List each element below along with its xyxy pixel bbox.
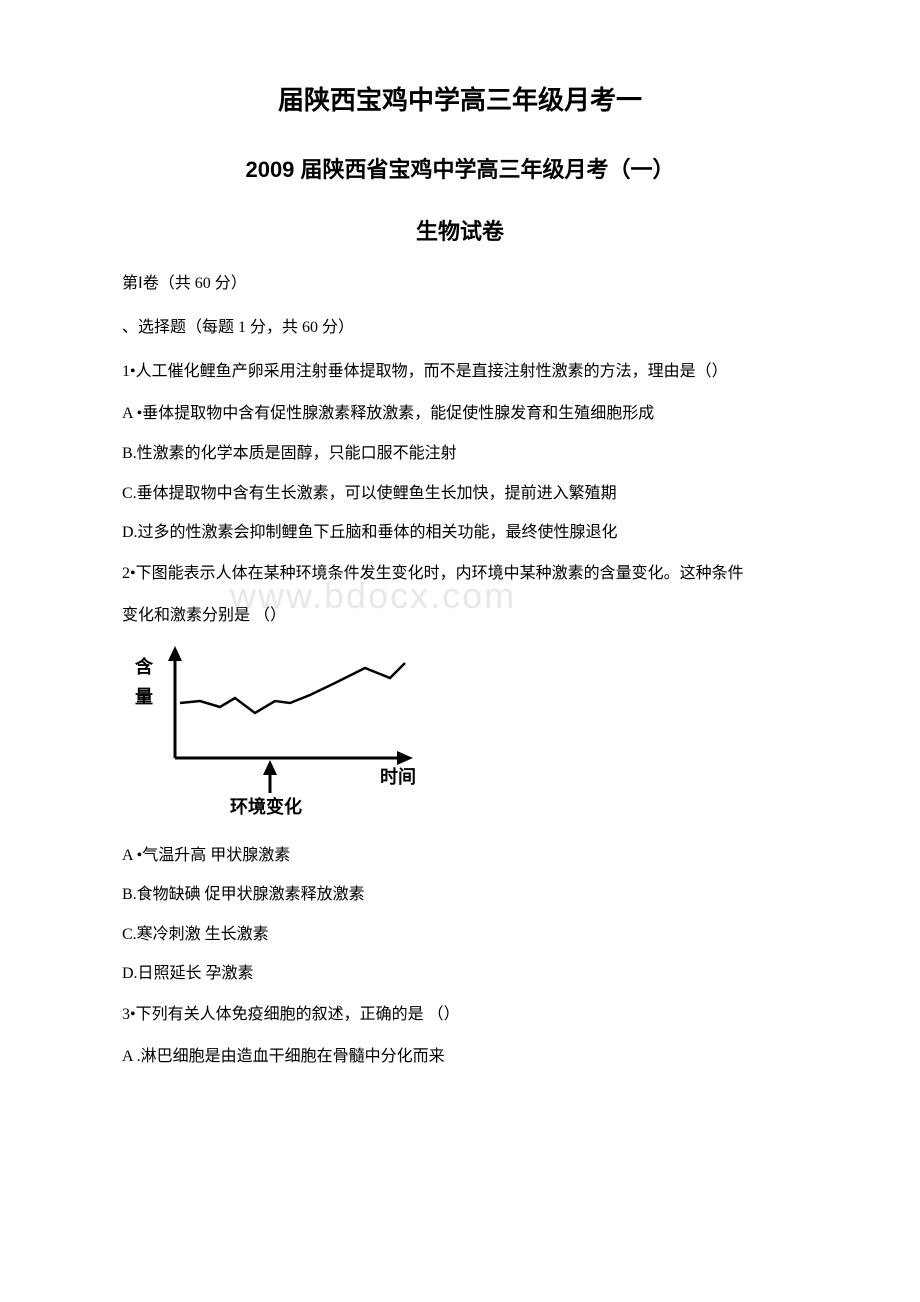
svg-text:时间: 时间 bbox=[380, 767, 416, 787]
main-title: 届陕西宝鸡中学高三年级月考一 bbox=[90, 80, 830, 117]
q1-option-d: D.过多的性激素会抑制鲤鱼下丘脑和垂体的相关功能，最终使性腺退化 bbox=[90, 520, 830, 546]
hormone-chart-svg: 含量时间环境变化 bbox=[125, 643, 435, 823]
q1-stem: 1•人工催化鲤鱼产卵采用注射垂体提取物，而不是直接注射性激素的方法，理由是（） bbox=[90, 358, 830, 385]
q1-option-c: C.垂体提取物中含有生长激素，可以使鲤鱼生长加快，提前进入繁殖期 bbox=[90, 481, 830, 507]
q2-stem-cont: 变化和激素分别是 （） bbox=[90, 603, 830, 629]
q2-chart: 含量时间环境变化 bbox=[125, 643, 830, 828]
svg-text:量: 量 bbox=[135, 686, 153, 707]
q2-option-b: B.食物缺碘 促甲状腺激素释放激素 bbox=[90, 882, 830, 908]
q2-option-a: A •气温升高 甲状腺激素 bbox=[90, 843, 830, 869]
q3-option-a: A .淋巴细胞是由造血干细胞在骨髓中分化而来 bbox=[90, 1044, 830, 1070]
q2-option-d: D.日照延长 孕激素 bbox=[90, 961, 830, 987]
q1-option-a: A •垂体提取物中含有促性腺激素释放激素，能促使性腺发育和生殖细胞形成 bbox=[90, 401, 830, 427]
subtitle-line2: 生物试卷 bbox=[90, 214, 830, 246]
q2-option-c: C.寒冷刺激 生长激素 bbox=[90, 922, 830, 948]
q3-stem: 3•下列有关人体免疫细胞的叙述，正确的是 （） bbox=[90, 1001, 830, 1028]
q2-stem: 2•下图能表示人体在某种环境条件发生变化时，内环境中某种激素的含量变化。这种条件 bbox=[90, 560, 830, 587]
section-choice: 、选择题（每题 1 分，共 60 分） bbox=[90, 315, 830, 341]
subtitle-line1: 2009 届陕西省宝鸡中学高三年级月考（一） bbox=[90, 152, 830, 184]
section-part1: 第Ⅰ卷（共 60 分） bbox=[90, 271, 830, 297]
svg-text:环境变化: 环境变化 bbox=[230, 796, 302, 817]
q1-option-b: B.性激素的化学本质是固醇，只能口服不能注射 bbox=[90, 441, 830, 467]
svg-text:含: 含 bbox=[135, 656, 154, 677]
